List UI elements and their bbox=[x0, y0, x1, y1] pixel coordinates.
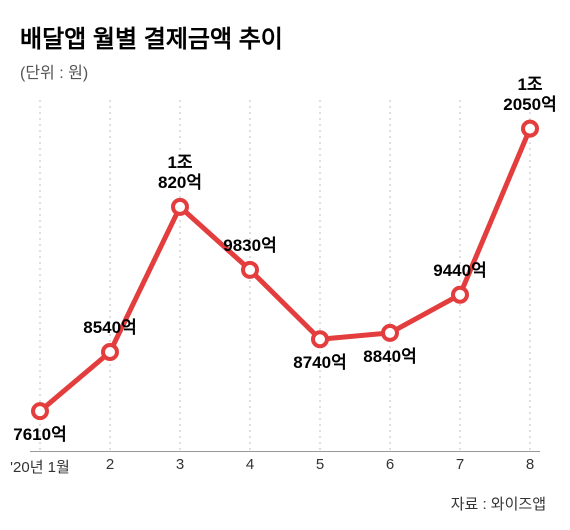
x-axis-label: 3 bbox=[176, 456, 184, 473]
x-axis-label: 4 bbox=[246, 456, 254, 473]
data-label: 1조2050억 bbox=[503, 75, 556, 116]
data-marker bbox=[33, 404, 47, 418]
data-label: 8740억 bbox=[293, 353, 346, 373]
chart-baseline bbox=[30, 451, 540, 452]
data-marker bbox=[383, 326, 397, 340]
x-axis-label: 6 bbox=[386, 456, 394, 473]
chart-unit: (단위 : 원) bbox=[20, 59, 550, 83]
x-axis-label: 7 bbox=[456, 456, 464, 473]
data-marker bbox=[313, 332, 327, 346]
data-label: 7610억 bbox=[13, 425, 66, 445]
data-marker bbox=[103, 345, 117, 359]
source-prefix: 자료 : bbox=[451, 496, 491, 513]
x-axis-label: 2 bbox=[106, 456, 114, 473]
data-label: 9830억 bbox=[223, 236, 276, 256]
data-label: 1조820억 bbox=[158, 153, 202, 194]
data-label: 8840억 bbox=[363, 347, 416, 367]
data-label: 9440억 bbox=[433, 261, 486, 281]
data-marker bbox=[173, 200, 187, 214]
data-marker bbox=[243, 263, 257, 277]
x-axis-label: '20년 1월 bbox=[10, 456, 70, 477]
x-axis-label: 8 bbox=[526, 456, 534, 473]
x-axis-labels: '20년 1월2345678 bbox=[30, 456, 540, 480]
source-name: 와이즈앱 bbox=[491, 496, 546, 513]
data-label: 8540억 bbox=[83, 318, 136, 338]
x-axis-label: 5 bbox=[316, 456, 324, 473]
chart-title: 배달앱 월별 결제금액 추이 bbox=[20, 24, 550, 55]
data-marker bbox=[453, 288, 467, 302]
data-marker bbox=[523, 122, 537, 136]
chart-source: 자료 : 와이즈앱 bbox=[451, 493, 546, 514]
